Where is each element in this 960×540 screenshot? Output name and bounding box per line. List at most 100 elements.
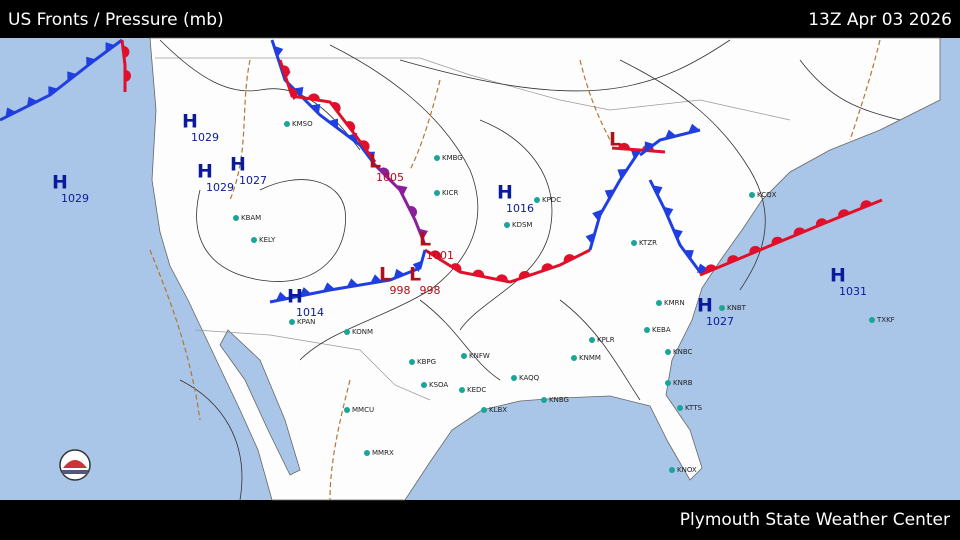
front-pip (275, 291, 288, 301)
front-pip (664, 129, 677, 139)
front-pip (322, 282, 335, 292)
center-pressure: 1029 (191, 131, 219, 144)
front-pip (793, 227, 806, 236)
cold-front (639, 128, 701, 157)
front-pip (289, 88, 298, 100)
center-symbol: H (830, 265, 846, 287)
station-marker (571, 355, 577, 361)
front-pip (815, 218, 828, 227)
station-id: KNBC (673, 348, 693, 356)
station-id: MMRX (372, 449, 394, 457)
isobar (159, 39, 361, 151)
front-pip (860, 200, 872, 209)
station-id: KELY (259, 236, 276, 244)
station-id: KNOX (677, 466, 697, 474)
station-marker (511, 375, 517, 381)
station-id: KNBT (727, 304, 747, 312)
front-pip (495, 274, 508, 282)
front-pip (838, 209, 850, 218)
front-pip (48, 86, 58, 97)
station-marker (459, 387, 465, 393)
warm-front (611, 146, 666, 154)
front-pip (293, 87, 304, 97)
station-id: KCQX (757, 191, 777, 199)
isobar (459, 119, 553, 331)
front-pip (630, 148, 641, 159)
isobar (196, 179, 346, 282)
station-id: KPAN (297, 318, 315, 326)
front-pip (663, 206, 674, 218)
isobar (419, 299, 501, 381)
cold-front (588, 149, 642, 251)
center-symbol: H (52, 172, 68, 194)
isobar (399, 39, 731, 92)
front-pip (418, 228, 429, 240)
trough (409, 79, 441, 171)
station-id: KEDC (467, 386, 486, 394)
front-pip (430, 250, 442, 260)
isobar (559, 299, 641, 401)
front-pip (393, 268, 405, 279)
station-id: KBPG (417, 358, 436, 366)
front-pip (86, 56, 96, 67)
center-symbol: H (230, 154, 246, 176)
center-pressure: 1031 (839, 285, 867, 298)
front-pip (617, 142, 630, 150)
center-pressure: 1014 (296, 306, 324, 319)
front-pip (105, 42, 116, 53)
station-id: KNMM (579, 354, 601, 362)
center-pressure: 1027 (706, 315, 734, 328)
center-pressure: 1001 (426, 249, 454, 262)
pressure-centers: H1029H1029H1029H1027L1005L1001L998L998H1… (52, 111, 867, 329)
front-pip (604, 189, 615, 200)
front-pip (408, 206, 418, 218)
station-marker (541, 397, 547, 403)
station-id: MMCU (352, 406, 374, 414)
station-id: KNBG (549, 396, 569, 404)
front-pip (673, 228, 683, 240)
station-marker (434, 190, 440, 196)
front-pip (370, 274, 383, 284)
station-id: KSOA (429, 381, 448, 389)
isobar (179, 379, 243, 501)
station-marker (677, 405, 683, 411)
front-pip (328, 118, 338, 129)
front-pip (5, 107, 17, 118)
front-pip (472, 269, 485, 277)
station-id: KEBA (652, 326, 671, 334)
station-id: KPLR (597, 336, 615, 344)
station-marker (289, 319, 295, 325)
front-pip (688, 123, 700, 133)
trough (149, 249, 201, 421)
front-pip (592, 209, 602, 222)
front-pip (696, 263, 709, 274)
center-symbol: L (609, 129, 621, 151)
station-id: KNFW (469, 352, 490, 360)
center-pressure: 998 (420, 284, 441, 297)
occluded-front (373, 163, 427, 246)
center-symbol: H (182, 111, 198, 133)
station-id: KMRN (664, 299, 685, 307)
station-marker (749, 192, 755, 198)
center-pressure: 998 (390, 284, 411, 297)
front-pip (397, 185, 408, 196)
front-pip (563, 254, 576, 263)
map-title: US Fronts / Pressure (mb) (8, 10, 224, 30)
front-pip (683, 250, 694, 260)
station-id: KBAM (241, 214, 261, 222)
credit: Plymouth State Weather Center (680, 510, 950, 530)
front-pip (122, 45, 130, 58)
station-marker (534, 197, 540, 203)
trough (329, 379, 351, 501)
isobar (299, 44, 479, 361)
us-mexico-border (194, 329, 431, 401)
front-pip (644, 141, 655, 152)
front-pip (299, 287, 312, 297)
station-marker (344, 407, 350, 413)
center-symbol: L (409, 264, 421, 286)
front-pip (652, 185, 663, 197)
station-marker (644, 327, 650, 333)
station-marker (233, 215, 239, 221)
